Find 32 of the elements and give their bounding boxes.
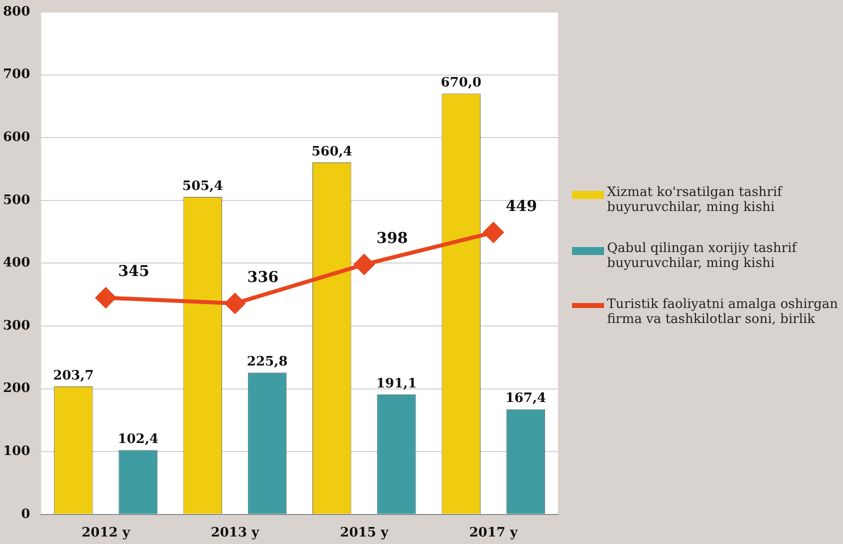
data-label: 191,1 <box>376 376 417 392</box>
y-tick-label: 800 <box>2 4 30 20</box>
data-label: 560,4 <box>312 144 352 160</box>
x-tick-label: 2013 y <box>210 526 260 541</box>
y-tick-label: 0 <box>21 506 30 522</box>
point <box>224 293 245 314</box>
data-label: 203,7 <box>53 368 94 384</box>
point <box>96 288 116 308</box>
y-tick-label: 200 <box>2 381 30 396</box>
y-tick-label: 500 <box>2 192 30 208</box>
x-tick-label: 2012 y <box>82 526 130 541</box>
legend-label: Qabul qilingan xorijiy tashrif buyuruvchilar, ming kishi <box>607 241 798 271</box>
x-tick-label: 2017 y <box>469 526 518 541</box>
y-tick-label: 400 <box>2 256 30 271</box>
data-label: 102,4 <box>118 432 158 447</box>
y-tick-label: 600 <box>2 130 30 145</box>
legend-label: Turistik faoliyatni amalga oshirgan firma va tashkilotlar soni, birlik <box>607 297 840 327</box>
data-label: 345 <box>118 262 150 280</box>
y-tick-label: 100 <box>2 444 30 459</box>
point <box>354 254 374 274</box>
data-label: 449 <box>506 196 538 215</box>
data-label: 167,4 <box>505 391 546 406</box>
y-tick-label: 300 <box>2 318 30 334</box>
data-label: 225,8 <box>246 354 288 370</box>
data-label: 336 <box>247 268 279 286</box>
data-label: 670,0 <box>440 76 482 91</box>
x-tick-label: 2015 y <box>340 526 389 541</box>
data-label: 505,4 <box>182 178 224 194</box>
point <box>483 222 504 242</box>
y-tick-label: 700 <box>2 67 30 82</box>
data-label: 398 <box>376 228 408 247</box>
legend-label: Xizmat ko'rsatilgan tashrif buyuruvchilar, ming kishi <box>607 185 784 215</box>
